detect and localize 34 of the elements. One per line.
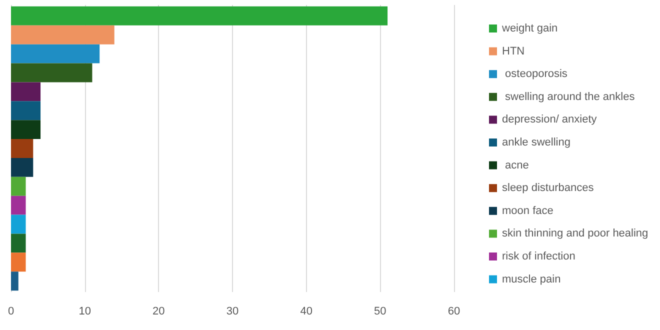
bar — [11, 6, 388, 26]
bar — [11, 101, 41, 120]
bar — [11, 158, 34, 177]
legend-label: muscle pain — [502, 273, 561, 286]
legend-label: weight gain — [501, 22, 558, 34]
x-tick-label: 50 — [374, 306, 386, 318]
x-tick-label: 0 — [8, 306, 14, 318]
legend-label: HTN — [502, 45, 525, 58]
bar — [11, 139, 34, 158]
bar — [11, 25, 114, 44]
x-tick-label: 30 — [226, 306, 239, 318]
bar — [11, 176, 26, 196]
bar — [11, 214, 26, 234]
x-tick-label: 60 — [448, 306, 460, 318]
legend-label: depression/ anxiety — [502, 114, 598, 126]
legend-label: ankle swelling — [502, 136, 570, 148]
legend-label: swelling around the ankles — [502, 90, 636, 103]
bar — [11, 120, 41, 140]
x-tick-label: 20 — [152, 306, 165, 318]
legend-label: sleep disturbances — [502, 182, 594, 194]
legend-label: osteoporosis — [502, 68, 568, 80]
legend-label: acne — [502, 159, 529, 172]
bar — [11, 82, 41, 102]
legend-label: moon face — [502, 204, 554, 217]
bar — [11, 196, 26, 215]
bar — [11, 44, 100, 64]
legend-label: risk of infection — [502, 250, 576, 262]
bar — [11, 252, 26, 272]
x-tick-label: 40 — [300, 306, 312, 318]
bar — [11, 272, 18, 291]
x-tick-label: 10 — [78, 306, 91, 318]
bar — [11, 234, 26, 253]
bar — [11, 63, 92, 82]
legend-label: skin thinning and poor healing — [502, 228, 648, 240]
